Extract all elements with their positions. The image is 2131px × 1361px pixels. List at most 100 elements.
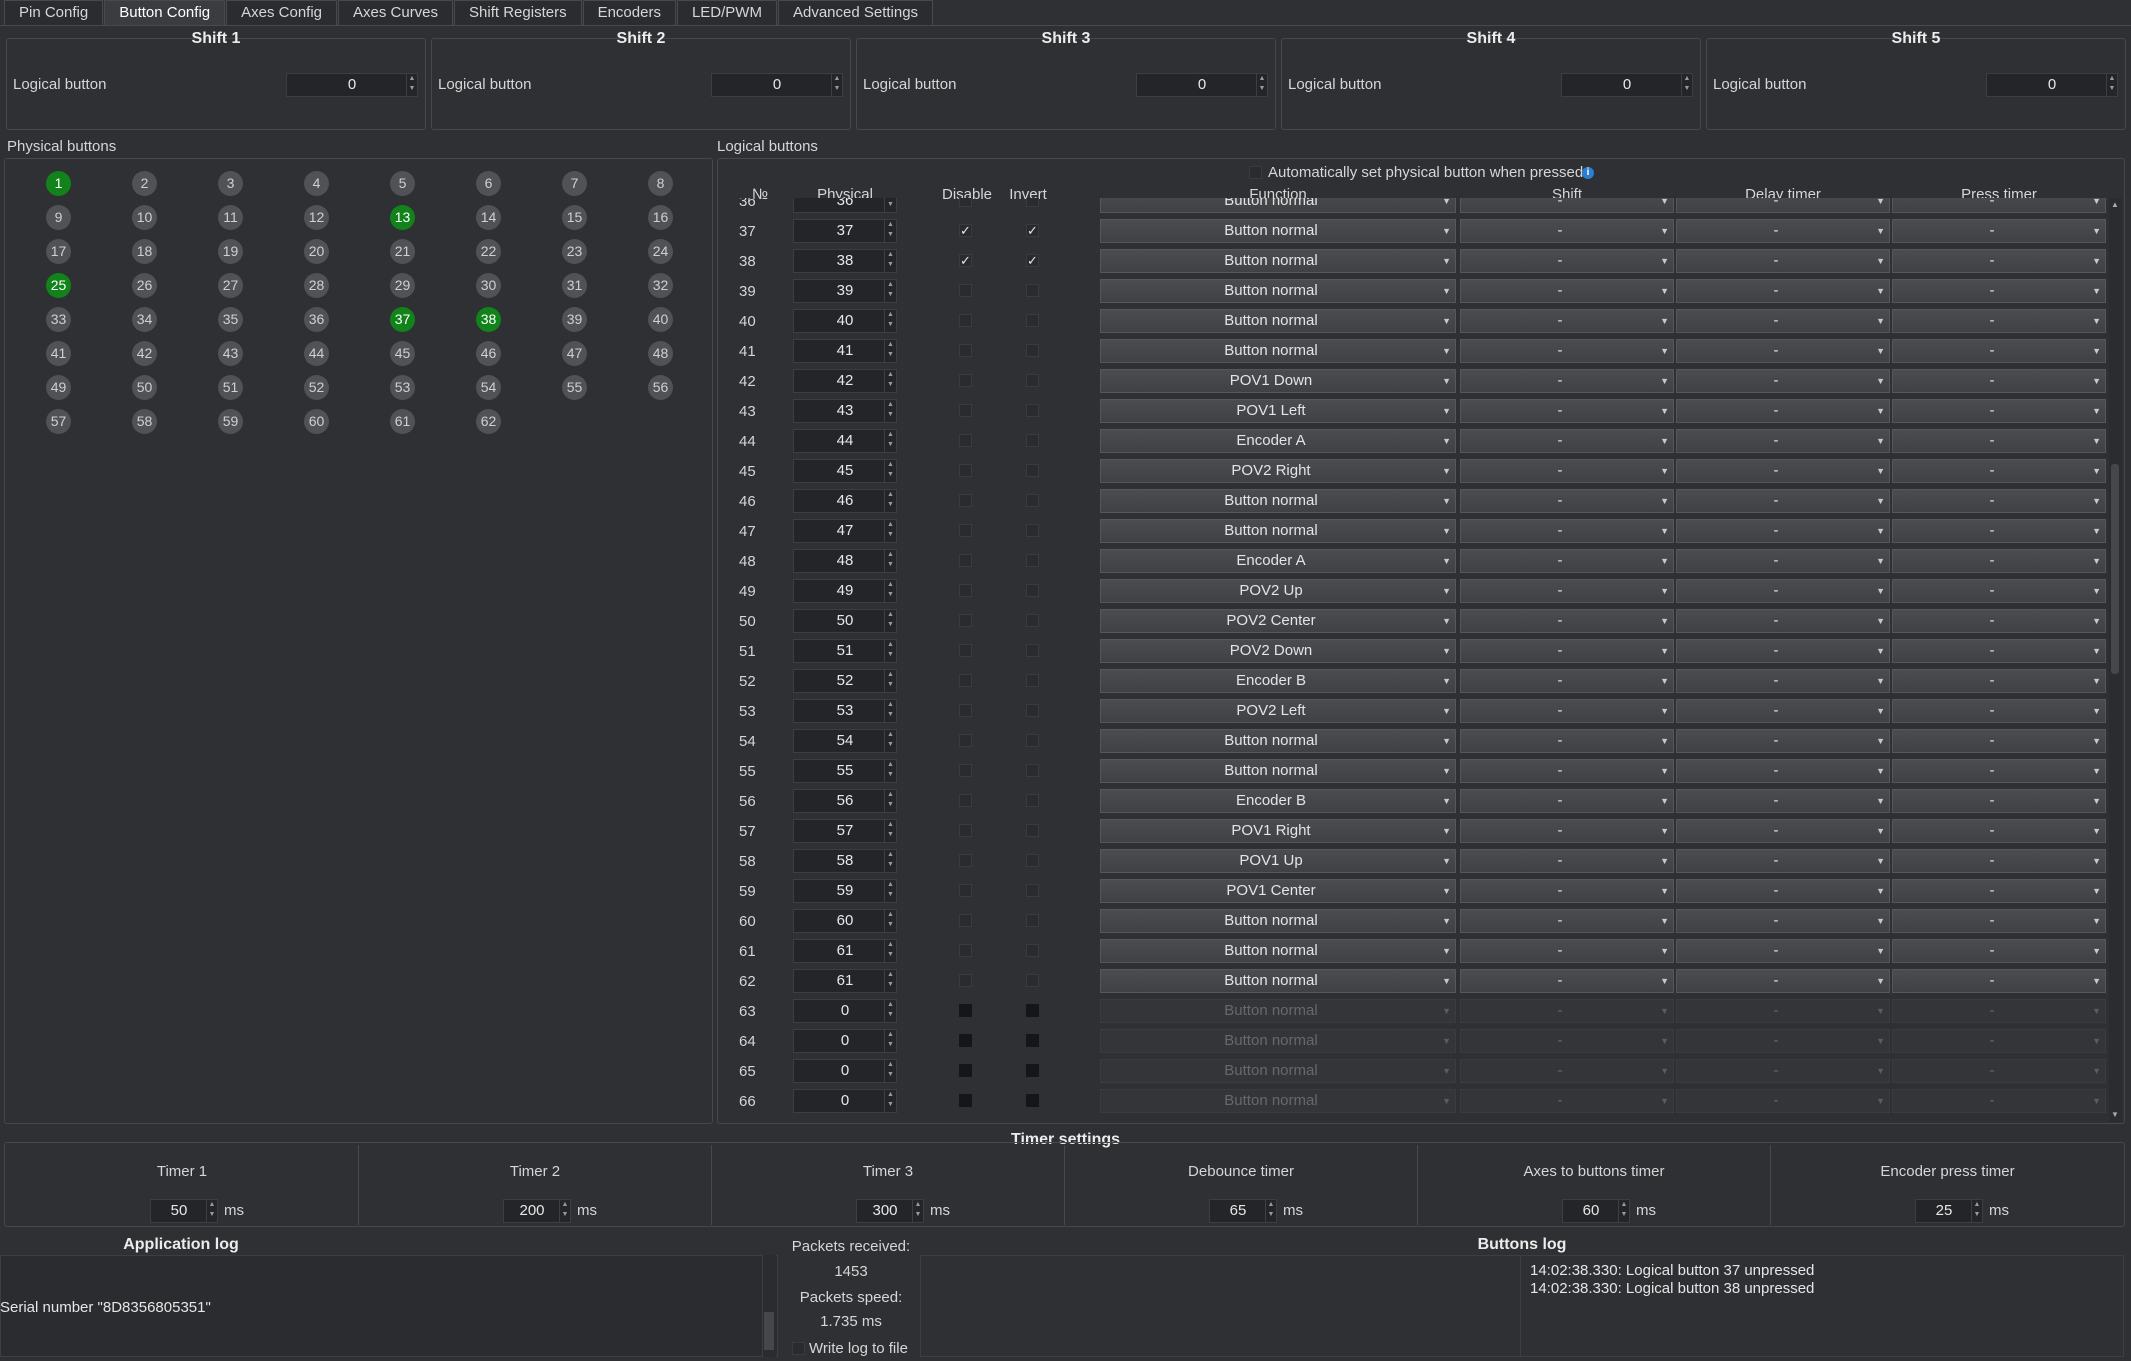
spin-arrows-icon[interactable]: ▲▼ xyxy=(206,1200,217,1222)
tab-led-pwm[interactable]: LED/PWM xyxy=(676,0,777,25)
press-timer-dropdown[interactable]: - ▼ xyxy=(1892,279,2106,303)
tab-button-config[interactable]: Button Config xyxy=(104,0,226,25)
spin-arrows-icon[interactable]: ▲▼ xyxy=(884,790,896,812)
spin-arrows-icon[interactable]: ▲▼ xyxy=(884,640,896,662)
function-dropdown[interactable]: Encoder B ▼ xyxy=(1100,669,1456,693)
press-timer-dropdown[interactable]: - ▼ xyxy=(1892,1089,2106,1113)
write-log-checkbox[interactable] xyxy=(792,1342,805,1355)
disable-checkbox[interactable] xyxy=(959,674,972,687)
invert-checkbox[interactable] xyxy=(1026,584,1039,597)
invert-checkbox[interactable] xyxy=(1026,704,1039,717)
invert-checkbox[interactable] xyxy=(1026,794,1039,807)
disable-checkbox[interactable] xyxy=(959,1094,972,1107)
shift-dropdown[interactable]: - ▼ xyxy=(1460,1059,1674,1083)
physical-input[interactable]: 37 ▲ ▼ xyxy=(793,219,897,243)
disable-checkbox[interactable] xyxy=(959,734,972,747)
function-dropdown[interactable]: Button normal ▼ xyxy=(1100,339,1456,363)
spin-arrows-icon[interactable]: ▲▼ xyxy=(884,310,896,332)
tab-axes-config[interactable]: Axes Config xyxy=(226,0,337,25)
shift-dropdown[interactable]: - ▼ xyxy=(1460,549,1674,573)
timer-input[interactable]: 50 ▲ ▼ xyxy=(150,1199,218,1223)
spin-arrows-icon[interactable]: ▲▼ xyxy=(912,1200,923,1222)
physical-input[interactable]: 61 ▲ ▼ xyxy=(793,939,897,963)
spin-arrows-icon[interactable]: ▲▼ xyxy=(884,1060,896,1082)
delay-timer-dropdown[interactable]: - ▼ xyxy=(1676,639,1890,663)
function-dropdown[interactable]: Button normal ▼ xyxy=(1100,279,1456,303)
press-timer-dropdown[interactable]: - ▼ xyxy=(1892,429,2106,453)
invert-checkbox[interactable] xyxy=(1026,734,1039,747)
press-timer-dropdown[interactable]: - ▼ xyxy=(1892,339,2106,363)
spin-arrows-icon[interactable]: ▲▼ xyxy=(884,1030,896,1052)
physical-input[interactable]: 50 ▲ ▼ xyxy=(793,609,897,633)
disable-checkbox[interactable] xyxy=(959,524,972,537)
function-dropdown[interactable]: POV1 Center ▼ xyxy=(1100,879,1456,903)
spin-arrows-icon[interactable]: ▲▼ xyxy=(1265,1200,1276,1222)
press-timer-dropdown[interactable]: - ▼ xyxy=(1892,789,2106,813)
function-dropdown[interactable]: POV2 Left ▼ xyxy=(1100,699,1456,723)
physical-input[interactable]: 54 ▲ ▼ xyxy=(793,729,897,753)
disable-checkbox[interactable] xyxy=(959,944,972,957)
press-timer-dropdown[interactable]: - ▼ xyxy=(1892,219,2106,243)
physical-input[interactable]: 44 ▲ ▼ xyxy=(793,429,897,453)
invert-checkbox[interactable] xyxy=(1026,314,1039,327)
disable-checkbox[interactable] xyxy=(959,1004,972,1017)
shift-dropdown[interactable]: - ▼ xyxy=(1460,909,1674,933)
shift-dropdown[interactable]: - ▼ xyxy=(1460,519,1674,543)
invert-checkbox[interactable] xyxy=(1026,884,1039,897)
disable-checkbox[interactable] xyxy=(959,1064,972,1077)
shift-dropdown[interactable]: - ▼ xyxy=(1460,399,1674,423)
function-dropdown[interactable]: Button normal ▼ xyxy=(1100,198,1456,213)
invert-checkbox[interactable] xyxy=(1026,944,1039,957)
disable-checkbox[interactable] xyxy=(959,884,972,897)
function-dropdown[interactable]: Button normal ▼ xyxy=(1100,909,1456,933)
function-dropdown[interactable]: Button normal ▼ xyxy=(1100,1029,1456,1053)
buttons-log-area[interactable] xyxy=(920,1255,2124,1357)
invert-checkbox[interactable] xyxy=(1026,764,1039,777)
delay-timer-dropdown[interactable]: - ▼ xyxy=(1676,579,1890,603)
shift-dropdown[interactable]: - ▼ xyxy=(1460,609,1674,633)
press-timer-dropdown[interactable]: - ▼ xyxy=(1892,489,2106,513)
physical-input[interactable]: 61 ▲ ▼ xyxy=(793,969,897,993)
app-log-area[interactable] xyxy=(0,1255,778,1357)
press-timer-dropdown[interactable]: - ▼ xyxy=(1892,879,2106,903)
physical-input[interactable]: 38 ▲ ▼ xyxy=(793,249,897,273)
invert-checkbox[interactable]: ✓ xyxy=(1026,253,1039,268)
tab-pin-config[interactable]: Pin Config xyxy=(4,0,104,25)
invert-checkbox[interactable] xyxy=(1026,374,1039,387)
disable-checkbox[interactable] xyxy=(959,914,972,927)
delay-timer-dropdown[interactable]: - ▼ xyxy=(1676,1029,1890,1053)
physical-input[interactable]: 46 ▲ ▼ xyxy=(793,489,897,513)
press-timer-dropdown[interactable]: - ▼ xyxy=(1892,639,2106,663)
timer-input[interactable]: 200 ▲ ▼ xyxy=(503,1199,571,1223)
shift-dropdown[interactable]: - ▼ xyxy=(1460,1029,1674,1053)
press-timer-dropdown[interactable]: - ▼ xyxy=(1892,849,2106,873)
spin-arrows-icon[interactable]: ▲▼ xyxy=(884,340,896,362)
delay-timer-dropdown[interactable]: - ▼ xyxy=(1676,999,1890,1023)
delay-timer-dropdown[interactable]: - ▼ xyxy=(1676,1059,1890,1083)
invert-checkbox[interactable] xyxy=(1026,1094,1039,1107)
physical-input[interactable]: 48 ▲ ▼ xyxy=(793,549,897,573)
spin-arrows-icon[interactable]: ▲▼ xyxy=(884,670,896,692)
function-dropdown[interactable]: Button normal ▼ xyxy=(1100,219,1456,243)
tab-axes-curves[interactable]: Axes Curves xyxy=(338,0,454,25)
delay-timer-dropdown[interactable]: - ▼ xyxy=(1676,519,1890,543)
spin-arrows-icon[interactable]: ▲▼ xyxy=(2106,74,2117,96)
spin-arrows-icon[interactable]: ▲▼ xyxy=(1971,1200,1982,1222)
shift-dropdown[interactable]: - ▼ xyxy=(1460,198,1674,213)
spin-arrows-icon[interactable]: ▲▼ xyxy=(884,490,896,512)
physical-input[interactable]: 60 ▲ ▼ xyxy=(793,909,897,933)
tab-advanced-settings[interactable]: Advanced Settings xyxy=(777,0,934,25)
disable-checkbox[interactable] xyxy=(959,614,972,627)
invert-checkbox[interactable] xyxy=(1026,1004,1039,1017)
disable-checkbox[interactable] xyxy=(959,314,972,327)
spin-arrows-icon[interactable]: ▲▼ xyxy=(884,430,896,452)
disable-checkbox[interactable] xyxy=(959,824,972,837)
function-dropdown[interactable]: POV2 Up ▼ xyxy=(1100,579,1456,603)
function-dropdown[interactable]: POV2 Center ▼ xyxy=(1100,609,1456,633)
press-timer-dropdown[interactable]: - ▼ xyxy=(1892,699,2106,723)
shift-dropdown[interactable]: - ▼ xyxy=(1460,819,1674,843)
physical-input[interactable]: 47 ▲ ▼ xyxy=(793,519,897,543)
invert-checkbox[interactable] xyxy=(1026,524,1039,537)
invert-checkbox[interactable] xyxy=(1026,284,1039,297)
delay-timer-dropdown[interactable]: - ▼ xyxy=(1676,459,1890,483)
